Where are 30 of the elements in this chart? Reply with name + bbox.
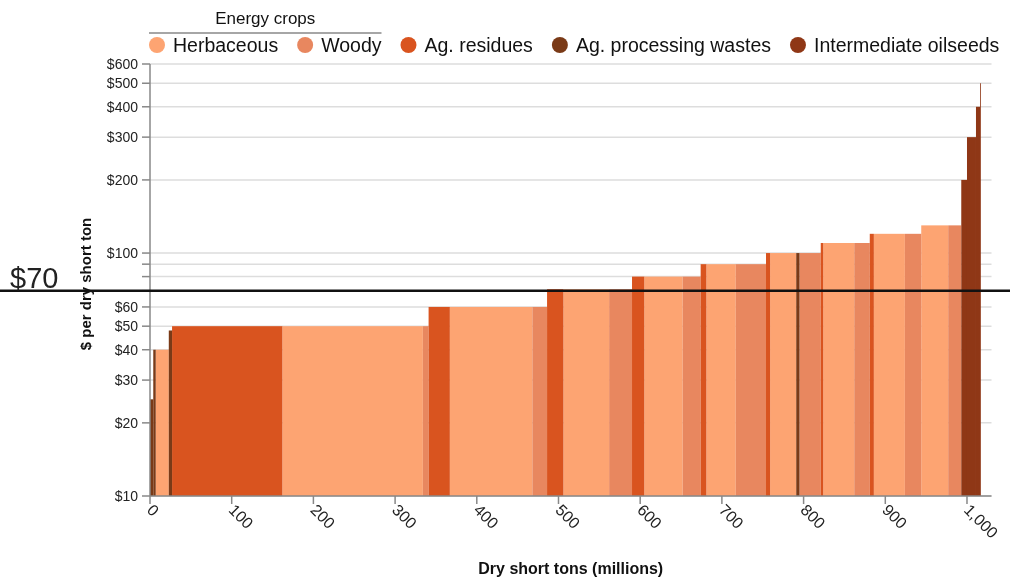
x-tick-label: 400	[470, 501, 502, 533]
legend-label: Intermediate oilseeds	[813, 33, 1000, 56]
y-tick-label: $10	[114, 487, 139, 504]
ref-line-label: $70	[10, 261, 59, 294]
legend-label: Ag. processing wastes	[575, 33, 772, 56]
y-tick-label: $100	[106, 244, 139, 261]
x-tick-label: 500	[552, 501, 584, 533]
y-tick-label: $20	[114, 414, 139, 431]
x-tick-label: 800	[797, 501, 829, 533]
y-tick-label: $50	[114, 318, 139, 335]
x-axis-title: Dry short tons (millions)	[478, 560, 664, 577]
y-tick-label: $400	[106, 98, 139, 115]
x-tick-label: 700	[715, 501, 747, 533]
x-tick-label: 100	[225, 501, 257, 533]
y-tick-label: $300	[106, 129, 139, 146]
x-tick-label: 900	[879, 501, 911, 533]
x-tick-label: 600	[634, 501, 666, 533]
y-tick-label: $30	[114, 371, 139, 388]
legend-label: Woody	[321, 33, 382, 56]
legend-label: Herbaceous	[173, 33, 279, 56]
y-tick-label: $600	[106, 55, 139, 72]
x-tick-label: 200	[307, 501, 339, 533]
legend-label: Ag. residues	[424, 33, 534, 56]
x-tick-label: 0	[143, 501, 163, 520]
y-tick-label: $40	[114, 341, 139, 358]
y-tick-label: $60	[114, 298, 139, 315]
y-tick-label: $200	[106, 171, 139, 188]
y-tick-label: $500	[106, 75, 139, 92]
legend-title: Energy crops	[215, 9, 316, 28]
x-tick-label: 300	[388, 501, 420, 533]
